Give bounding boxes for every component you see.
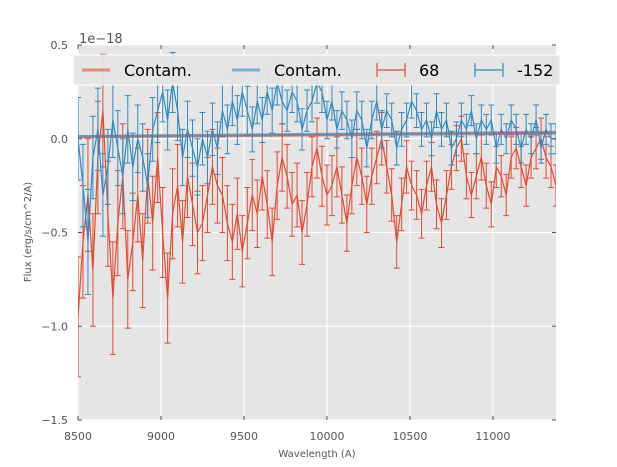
y-tick-label: −0.5: [41, 227, 68, 240]
y-tick-label: 0.0: [51, 133, 69, 146]
y-axis-label: Flux (erg/s/cm^2/A): [23, 182, 34, 282]
x-axis-label: Wavelength (A): [278, 449, 355, 460]
x-tick-label: 8500: [64, 430, 92, 443]
legend: Contam. Contam. 68 -152: [72, 54, 561, 86]
y-tick-label: −1.0: [41, 320, 68, 333]
x-tick-label: 9500: [230, 430, 258, 443]
legend-label: Contam.: [124, 61, 192, 80]
x-tick-label: 10000: [309, 430, 344, 443]
legend-entry: Contam.: [232, 61, 342, 80]
legend-entry: Contam.: [82, 61, 192, 80]
legend-label: -152: [517, 61, 553, 80]
axes: 8500 9000 9500 10000 10500 11000 0.5 0.0 −0.5 −1.…: [41, 39, 556, 443]
y-offset-label: 1e−18: [79, 32, 123, 47]
y-tick-label: 0.5: [51, 39, 69, 52]
x-tick-label: 11000: [475, 430, 510, 443]
legend-entry: -152: [474, 61, 553, 80]
x-tick-label: 9000: [147, 430, 175, 443]
series-layer: [78, 52, 556, 378]
legend-entry: 68: [376, 61, 439, 80]
contam-line: [78, 130, 556, 138]
legend-label: 68: [419, 61, 439, 80]
x-tick-label: 10500: [392, 430, 427, 443]
y-tick-label: −1.5: [41, 414, 68, 427]
legend-label: Contam.: [274, 61, 342, 80]
